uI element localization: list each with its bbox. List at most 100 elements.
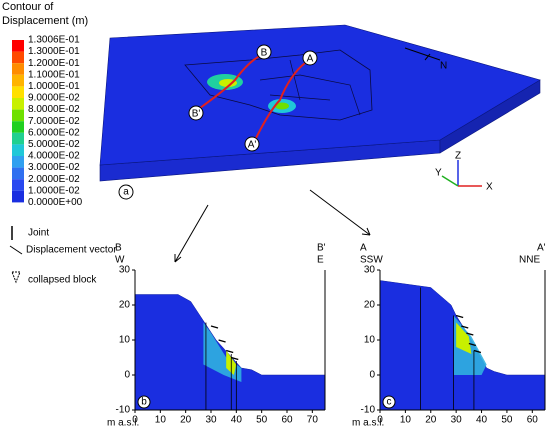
x-tick-label: 60 xyxy=(281,415,293,426)
y-tick-label: 30 xyxy=(364,265,376,276)
colorbar-band xyxy=(12,167,24,180)
x-tick-label: 0 xyxy=(132,415,138,426)
point-marker xyxy=(256,44,272,60)
y-tick-label: 10 xyxy=(119,335,131,346)
slab-top xyxy=(99,24,541,166)
vector-symbol xyxy=(9,245,23,255)
instability-core xyxy=(456,322,472,354)
x-tick-label: 20 xyxy=(180,415,192,426)
section-dir: NNE xyxy=(519,255,540,266)
section-dir: E xyxy=(317,255,324,266)
displacement-vector xyxy=(218,339,226,343)
y-tick-label: 0 xyxy=(369,370,375,381)
colorbar-band xyxy=(12,132,24,145)
x-tick-label: 50 xyxy=(256,415,268,426)
x-tick-label: 50 xyxy=(501,415,513,426)
point-label: B xyxy=(261,48,268,59)
x-tick-label: 60 xyxy=(527,415,539,426)
colorbar-label: 3.0000E-02 xyxy=(28,162,80,173)
x-tick-label: 10 xyxy=(155,415,167,426)
unit-label: m a.s.l. xyxy=(352,418,384,429)
pointer-arrow xyxy=(174,204,209,263)
colorbar-band xyxy=(12,63,24,75)
colorbar-label: 0.0000E+00 xyxy=(28,197,83,208)
point-label: A xyxy=(307,54,314,65)
key-label: collapsed block xyxy=(28,275,97,286)
slope-outline xyxy=(184,49,373,121)
colorbar-label: 1.3000E-01 xyxy=(28,46,80,57)
x-tick-label: 10 xyxy=(400,415,412,426)
panel-label: b xyxy=(141,397,147,408)
panel-marker xyxy=(382,395,396,409)
panel-label: a xyxy=(123,187,129,198)
colorbar-band xyxy=(12,179,24,191)
displacement-vector xyxy=(473,349,482,354)
colorbar-band xyxy=(12,51,24,64)
axis-label: Z xyxy=(455,151,461,162)
displacement-vector xyxy=(466,332,474,336)
colorbar-label: 7.0000E-02 xyxy=(28,116,80,127)
y-tick-label: 20 xyxy=(364,300,376,311)
displacement-vector xyxy=(455,314,464,319)
panel-marker xyxy=(137,395,151,409)
x-tick-label: 30 xyxy=(451,415,463,426)
section-line xyxy=(254,62,306,141)
north-arrow xyxy=(404,47,441,61)
colorbar-band xyxy=(12,190,24,203)
colorbar-label: 1.1000E-01 xyxy=(28,69,80,80)
arrow-head xyxy=(174,254,182,263)
north-label: N xyxy=(440,61,447,72)
block-symbol xyxy=(11,271,21,284)
x-tick-label: 70 xyxy=(307,415,319,426)
colorbar-label: 5.0000E-02 xyxy=(28,139,80,150)
contour-blob xyxy=(219,79,237,87)
unit-label: m a.s.l. xyxy=(107,418,139,429)
displacement-vector xyxy=(461,325,469,329)
colorbar-label: 6.0000E-02 xyxy=(28,127,80,138)
colorbar-label: 4.0000E-02 xyxy=(28,151,80,162)
section-end: A xyxy=(360,243,367,254)
section-end: B xyxy=(115,243,122,254)
point-label: B' xyxy=(192,109,201,120)
contour-blob xyxy=(275,102,289,110)
colorbar-label: 1.0000E-01 xyxy=(28,81,80,92)
y-tick-label: 20 xyxy=(119,300,131,311)
colorbar-label: 9.0000E-02 xyxy=(28,93,80,104)
colorbar-band xyxy=(12,121,24,133)
joints-3d xyxy=(259,59,361,116)
key-label: Joint xyxy=(28,228,49,239)
displacement-vector xyxy=(468,342,477,347)
section-line xyxy=(199,54,263,109)
key-label: Displacement vector xyxy=(26,245,117,256)
panel-label: c xyxy=(387,397,392,408)
legend-title: Contour of Displacement (m) xyxy=(2,1,89,27)
colorbar-band xyxy=(12,86,24,98)
colorbar-label: 1.2000E-01 xyxy=(28,58,80,69)
colorbar-label: 2.0000E-02 xyxy=(28,174,80,185)
point-marker xyxy=(244,136,260,152)
axis-y xyxy=(441,175,459,187)
colorbar-label: 8.0000E-02 xyxy=(28,104,80,115)
x-tick-label: 30 xyxy=(205,415,217,426)
displacement-vector xyxy=(210,325,219,329)
point-marker xyxy=(188,105,204,121)
point-marker xyxy=(302,50,318,66)
x-tick-label: 40 xyxy=(231,415,243,426)
colorbar-band xyxy=(12,109,24,122)
x-tick-label: 20 xyxy=(425,415,437,426)
axis-label: X xyxy=(486,182,493,193)
section-end: A' xyxy=(537,243,546,254)
section-dir: W xyxy=(115,255,125,266)
y-tick-label: -10 xyxy=(361,405,376,416)
displacement-vector xyxy=(231,356,239,361)
section-end: B' xyxy=(317,243,326,254)
colorbar-band xyxy=(12,40,24,52)
displacement-vector xyxy=(226,349,234,354)
y-tick-label: 0 xyxy=(124,370,130,381)
x-tick-label: 0 xyxy=(377,415,383,426)
colorbar-band xyxy=(12,74,24,87)
y-tick-label: 10 xyxy=(364,335,376,346)
point-label: A' xyxy=(248,140,257,151)
y-tick-label: -10 xyxy=(116,405,131,416)
